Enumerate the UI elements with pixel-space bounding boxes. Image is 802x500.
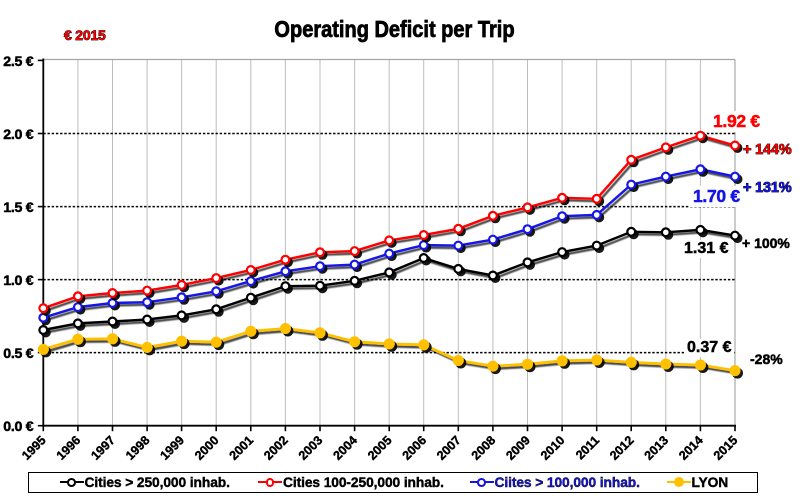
svg-text:2.5 €: 2.5 € — [3, 54, 33, 70]
svg-text:2.0 €: 2.0 € — [3, 127, 33, 143]
svg-text:+ 144%: + 144% — [743, 142, 792, 158]
svg-text:1.5 €: 1.5 € — [3, 200, 33, 216]
svg-text:0.5 €: 0.5 € — [3, 346, 33, 362]
svg-text:0.0 €: 0.0 € — [3, 419, 33, 435]
svg-text:+ 131%: + 131% — [743, 180, 792, 196]
svg-text:€ 2015: € 2015 — [64, 27, 106, 43]
svg-text:1.0 €: 1.0 € — [3, 273, 33, 289]
